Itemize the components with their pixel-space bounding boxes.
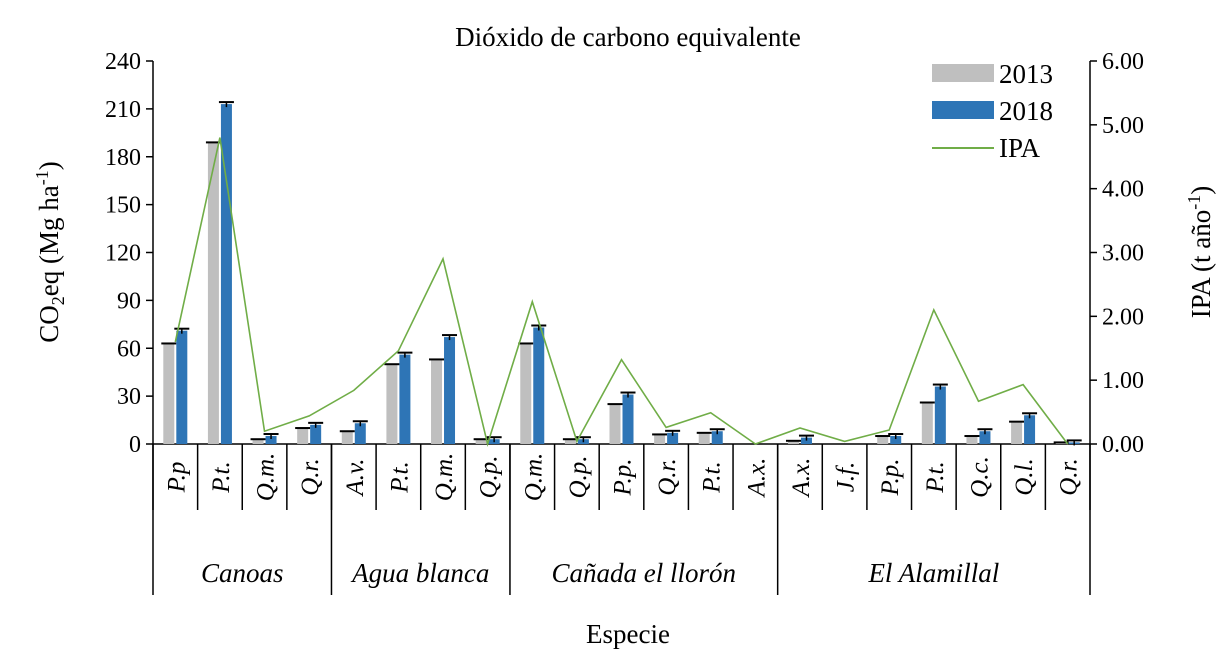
x-categories: P.p P.t. Q.m. Q.r. A.v. P.t. Q.m. Q.p. Q.m. Q.p. P… bbox=[152, 444, 1091, 595]
bar-2013 bbox=[431, 359, 443, 444]
bar-2018 bbox=[979, 431, 991, 444]
bar-2013 bbox=[252, 439, 264, 444]
category-label: P.p. bbox=[877, 458, 904, 496]
bar-2013 bbox=[787, 440, 799, 444]
axes: 0 30 60 90 120 150 180 210 240 0.00 1.00 2.00 3.00 4.… bbox=[105, 49, 1144, 458]
y2-tick-label: 1.00 bbox=[1102, 368, 1144, 394]
bar-2013 bbox=[698, 432, 710, 444]
category-label: Q.r. bbox=[297, 458, 324, 496]
ipa-series-line bbox=[174, 137, 1069, 447]
bar-2018 bbox=[890, 436, 902, 444]
chart-title: Dióxido de carbono equivalente bbox=[455, 22, 801, 52]
category-label: P.t. bbox=[699, 461, 726, 494]
category-label: P.t. bbox=[386, 461, 413, 494]
bar-2013 bbox=[966, 436, 978, 444]
bar-2018 bbox=[800, 437, 812, 444]
category-label: P.p bbox=[163, 462, 190, 494]
legend-swatch-2013 bbox=[932, 64, 994, 82]
category-label: Q.r. bbox=[654, 458, 681, 496]
category-label: J.f. bbox=[833, 462, 860, 493]
bar-2013 bbox=[609, 404, 621, 444]
category-label: P.t. bbox=[922, 461, 949, 494]
y-tick-label: 30 bbox=[117, 384, 141, 410]
bar-2018 bbox=[533, 327, 545, 444]
bar-2013 bbox=[520, 343, 532, 444]
y2-tick-label: 0.00 bbox=[1102, 432, 1144, 458]
y2-tick-label: 5.00 bbox=[1102, 113, 1144, 139]
bar-2013 bbox=[654, 434, 666, 444]
bars bbox=[161, 101, 1082, 446]
y-tick-label: 60 bbox=[117, 336, 141, 362]
bar-2013 bbox=[207, 142, 219, 444]
group-label: El Alamillal bbox=[867, 558, 999, 588]
legend-label-2013: 2013 bbox=[999, 59, 1053, 89]
group-label: Cañada el llorón bbox=[552, 558, 737, 588]
y-tick-label: 90 bbox=[117, 288, 141, 314]
category-label: Q.m. bbox=[520, 453, 547, 502]
bar-2013 bbox=[297, 428, 309, 444]
y-tick-label: 240 bbox=[105, 49, 141, 75]
bar-2018 bbox=[711, 431, 723, 444]
y-tick-label: 0 bbox=[129, 432, 141, 458]
bar-2018 bbox=[399, 354, 411, 444]
bar-2018 bbox=[444, 337, 456, 444]
y-tick-label: 210 bbox=[105, 97, 141, 123]
bar-2018 bbox=[265, 436, 277, 444]
category-label: Q.p. bbox=[565, 455, 592, 498]
y2-tick-label: 4.00 bbox=[1102, 177, 1144, 203]
bar-2018 bbox=[310, 424, 322, 444]
group-label: Agua blanca bbox=[350, 558, 489, 588]
bar-2018 bbox=[667, 432, 679, 444]
bar-2018 bbox=[220, 104, 232, 445]
category-label: P.p. bbox=[610, 458, 637, 496]
bar-2018 bbox=[176, 330, 188, 444]
y2-axis-title: IPA (t año-1) bbox=[1184, 186, 1216, 319]
bar-2013 bbox=[564, 439, 576, 444]
category-label: P.t. bbox=[208, 461, 235, 494]
y2-tick-label: 3.00 bbox=[1102, 241, 1144, 267]
legend-label-ipa: IPA bbox=[999, 133, 1041, 163]
y-tick-label: 150 bbox=[105, 193, 141, 219]
category-label: A.x. bbox=[743, 458, 770, 499]
bar-2013 bbox=[1011, 421, 1023, 444]
bar-2013 bbox=[163, 343, 175, 444]
legend-swatch-2018 bbox=[932, 101, 994, 119]
bar-2018 bbox=[934, 386, 946, 444]
bar-2018 bbox=[1024, 415, 1036, 444]
bar-2018 bbox=[622, 394, 634, 444]
bar-2013 bbox=[386, 364, 398, 444]
category-label: A.x. bbox=[788, 458, 815, 499]
bar-2013 bbox=[877, 436, 889, 444]
category-label: A.v. bbox=[342, 458, 369, 497]
category-label: Q.r. bbox=[1056, 458, 1083, 496]
ipa-line bbox=[174, 137, 1069, 447]
category-label: Q.m. bbox=[253, 453, 280, 502]
bar-2013 bbox=[921, 402, 933, 444]
group-label: Canoas bbox=[201, 558, 284, 588]
y-tick-label: 120 bbox=[105, 241, 141, 267]
category-label: Q.m. bbox=[431, 453, 458, 502]
bar-2018 bbox=[354, 423, 366, 444]
y2-tick-label: 6.00 bbox=[1102, 49, 1144, 75]
legend-label-2018: 2018 bbox=[999, 96, 1053, 126]
y2-tick-label: 2.00 bbox=[1102, 304, 1144, 330]
bar-2013 bbox=[341, 431, 353, 444]
category-label: Q.p. bbox=[476, 455, 503, 498]
x-axis-title: Especie bbox=[586, 619, 670, 649]
category-label: Q.c. bbox=[966, 456, 993, 498]
bar-2013 bbox=[475, 439, 487, 444]
y-axis-title: CO2eq (Mg ha-1) bbox=[32, 161, 68, 342]
legend: 2013 2018 IPA bbox=[932, 59, 1053, 163]
category-label: Q.l. bbox=[1011, 458, 1038, 496]
y-tick-label: 180 bbox=[105, 145, 141, 171]
